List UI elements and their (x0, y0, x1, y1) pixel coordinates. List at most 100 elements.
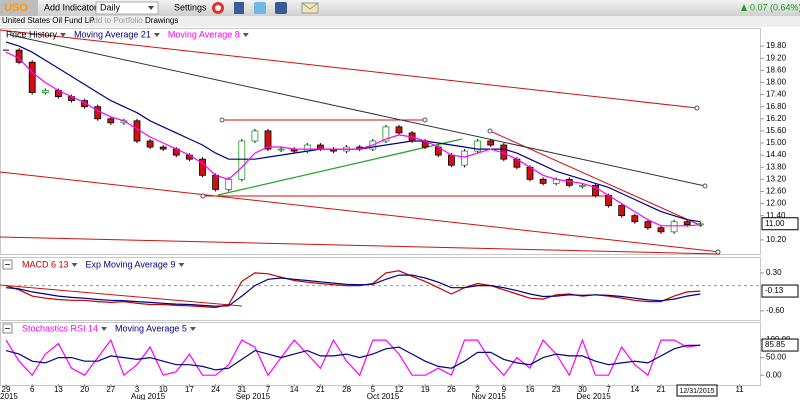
legend-dropdown[interactable] (101, 327, 108, 331)
add-portfolio[interactable]: Add to Portfolio (88, 16, 143, 25)
x-tick-label: 26 (447, 385, 456, 394)
candle (565, 178, 573, 186)
month-label: Aug 2015 (131, 392, 166, 400)
settings[interactable]: Settings (174, 2, 207, 12)
candle (382, 126, 390, 142)
handle[interactable] (422, 117, 428, 123)
legend-entry[interactable]: Moving Average 5 (115, 323, 187, 333)
x-tick-label: 5 (371, 385, 376, 394)
handle[interactable] (694, 105, 700, 111)
y-tick-label: 11.40 (766, 211, 786, 220)
fund-name: United States Oil Fund LP (2, 16, 95, 25)
channel-top (0, 29, 698, 109)
drawings[interactable]: Drawings (145, 16, 178, 25)
legend-dropdown[interactable] (153, 33, 160, 37)
y-tick-label: 19.20 (766, 53, 787, 62)
x-tick-label: 14 (630, 385, 639, 394)
handle[interactable] (200, 193, 206, 199)
legend-entry[interactable]: Moving Average 8 (168, 29, 240, 39)
y-tick-label: 13.20 (766, 174, 787, 183)
x-tick-label: 29 (2, 385, 11, 394)
x-tick-label: 7 (606, 385, 611, 394)
x-tick-label: 31 (237, 385, 246, 394)
facebook-icon[interactable] (275, 2, 287, 14)
y-tick-label: 15.00 (766, 138, 787, 147)
y-tick-label: 16.20 (766, 114, 787, 123)
trend-black (9, 34, 706, 187)
x-tick-label: 23 (552, 385, 561, 394)
y-tick-label: -0.60 (766, 306, 785, 315)
legend-entry[interactable]: Price History (6, 29, 58, 39)
x-tick-label: 21 (316, 385, 325, 394)
y-tick-label: 14.40 (766, 150, 787, 159)
x-tick-label: 2 (475, 385, 480, 394)
legend-dropdown[interactable] (60, 33, 67, 37)
candle (212, 174, 220, 190)
candle (539, 178, 547, 184)
candle (644, 221, 652, 229)
twitter-icon[interactable] (254, 2, 266, 14)
series-line (5, 270, 701, 309)
candle (474, 140, 482, 152)
handle[interactable] (715, 249, 721, 255)
legend-entry[interactable]: MACD 6 13 (22, 259, 69, 269)
y-tick-label: 10.20 (766, 235, 787, 244)
period-select[interactable] (95, 1, 159, 15)
legend-entry[interactable]: Stochastics RSI 14 (22, 323, 98, 333)
candle (107, 118, 115, 124)
current-label: 11.00 (765, 219, 785, 228)
candle (28, 61, 36, 93)
candle (618, 205, 626, 217)
y-tick-label: 12.00 (766, 199, 787, 208)
candle (277, 148, 285, 151)
legend-entry[interactable]: Exp Moving Average 9 (86, 259, 176, 269)
symbol: USO (4, 2, 28, 14)
legend-dropdown[interactable] (242, 33, 249, 37)
price-change: 0.07 (0.64%) (750, 2, 800, 12)
y-tick-label: 18.60 (766, 65, 787, 74)
legend-dropdown[interactable] (178, 263, 185, 267)
month-label: 2015 (0, 392, 18, 400)
x-tick-label: 16 (526, 385, 535, 394)
y-tick-label: 19.80 (766, 41, 787, 50)
series-line (5, 274, 701, 307)
x-tick-label: 9 (502, 385, 507, 394)
symbol-box (0, 0, 38, 16)
candle (146, 140, 154, 148)
month-label: Nov 2015 (472, 392, 507, 400)
candle (579, 184, 586, 187)
x-tick-label: 17 (185, 385, 194, 394)
channel-bottom (0, 236, 721, 255)
email-icon-flap (301, 2, 319, 10)
candle (696, 223, 704, 226)
y-tick-label: 16.80 (766, 102, 787, 111)
x-tick-label: 3 (135, 385, 140, 394)
trend-lines (0, 29, 721, 307)
x-tick-label: 14 (290, 385, 299, 394)
x-tick-label: 20 (80, 385, 89, 394)
month-label: Oct 2015 (367, 392, 400, 400)
dropdown-arrow[interactable] (148, 6, 154, 10)
handle[interactable] (219, 117, 225, 123)
candle (199, 158, 206, 176)
add-indicator[interactable]: Add Indicator (44, 2, 97, 12)
candle (487, 140, 495, 146)
legend-entry[interactable]: Moving Average 21 (74, 29, 151, 39)
month-label: Sep 2015 (236, 392, 271, 400)
alert-icon-inner (215, 5, 221, 11)
candle (251, 130, 259, 142)
toolbar-sub (0, 16, 800, 27)
candle (159, 146, 167, 150)
candle (41, 90, 49, 93)
candle (670, 221, 678, 233)
legend-dropdown[interactable] (189, 327, 196, 331)
email-icon[interactable] (301, 2, 319, 14)
x-tick-label: 27 (106, 385, 115, 394)
handle[interactable] (487, 128, 493, 134)
period[interactable]: Daily (100, 2, 121, 12)
chart-icon[interactable] (234, 2, 244, 14)
handle[interactable] (702, 183, 708, 189)
legend-dropdown[interactable] (71, 263, 78, 267)
date-box (676, 384, 718, 397)
trend-green (217, 138, 463, 196)
